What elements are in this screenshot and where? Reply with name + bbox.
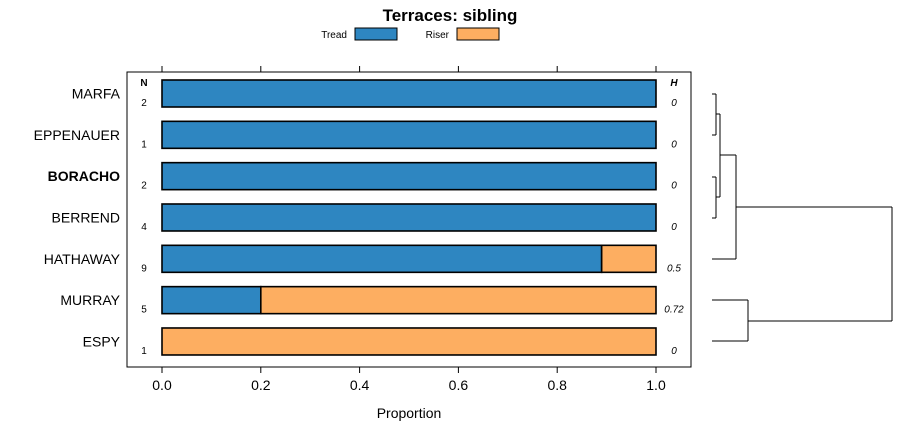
n-column-header: N	[140, 78, 147, 89]
n-value-boracho: 2	[141, 181, 147, 192]
dendrogram	[712, 93, 893, 342]
n-values: 2 1 2 4 9 5 1	[141, 98, 147, 357]
category-label-marfa: MARFA	[72, 86, 121, 102]
n-value-eppenauer: 1	[141, 139, 147, 150]
legend-swatch-riser	[456, 27, 500, 41]
dendrogram-branch-murray-espy	[712, 299, 749, 342]
bar-tread-murray	[161, 285, 262, 315]
bar-tread-hathaway	[161, 244, 603, 274]
x-axis: 0.0 0.2 0.4 0.6 0.8 1.0	[152, 66, 666, 393]
bar-tread-marfa	[161, 79, 657, 108]
h-value-boracho: 0	[671, 181, 677, 192]
h-value-murray: 0.72	[664, 305, 684, 316]
category-label-boracho: BORACHO	[48, 168, 120, 184]
n-value-marfa: 2	[141, 98, 147, 109]
category-label-hathaway: HATHAWAY	[44, 251, 121, 267]
bar-tread-berrend	[161, 203, 657, 232]
h-value-espy: 0	[671, 346, 677, 357]
legend-label-tread: Tread	[321, 30, 347, 41]
legend-swatch-tread	[354, 27, 398, 41]
n-value-hathaway: 9	[141, 263, 147, 274]
dendrogram-branch-marfa-eppenauer	[712, 93, 717, 136]
dendrogram-branch-root	[736, 206, 893, 322]
dendrogram-branch-pair-1	[716, 113, 721, 198]
x-tick-label: 0.2	[251, 377, 271, 393]
x-tick-label: 0.4	[350, 377, 370, 393]
bar-riser-espy	[161, 327, 657, 356]
bar-riser-hathaway	[600, 244, 657, 274]
dendrogram-branch-boracho-berrend	[712, 176, 717, 219]
plot-frame	[126, 71, 692, 368]
h-values: 0 0 0 0 0.5 0.72 0	[664, 98, 684, 357]
x-tick-label: 0.0	[152, 377, 172, 393]
bar-tread-boracho	[161, 161, 657, 191]
h-column-header: H	[670, 78, 678, 89]
x-tick-label: 1.0	[646, 377, 666, 393]
legend-label-riser: Riser	[426, 30, 450, 41]
h-value-hathaway: 0.5	[667, 263, 681, 274]
category-label-murray: MURRAY	[60, 292, 120, 308]
category-labels: MARFA EPPENAUER BORACHO BERREND HATHAWAY MURR…	[34, 86, 121, 350]
h-value-marfa: 0	[671, 98, 677, 109]
x-tick-label: 0.8	[547, 377, 567, 393]
n-value-berrend: 4	[141, 222, 147, 233]
category-label-eppenauer: EPPENAUER	[34, 127, 120, 143]
bar-tread-eppenauer	[161, 120, 657, 150]
legend: Tread Riser	[321, 27, 500, 41]
category-label-berrend: BERREND	[52, 209, 120, 225]
bar-riser-murray	[259, 285, 657, 315]
h-value-berrend: 0	[671, 222, 677, 233]
x-tick-label: 0.6	[449, 377, 469, 393]
x-axis-label: Proportion	[377, 405, 442, 421]
bars	[161, 79, 657, 356]
n-value-murray: 5	[141, 305, 147, 316]
category-label-espy: ESPY	[83, 333, 121, 349]
chart-title: Terraces: sibling	[383, 6, 518, 25]
h-value-eppenauer: 0	[671, 139, 677, 150]
n-value-espy: 1	[141, 346, 147, 357]
